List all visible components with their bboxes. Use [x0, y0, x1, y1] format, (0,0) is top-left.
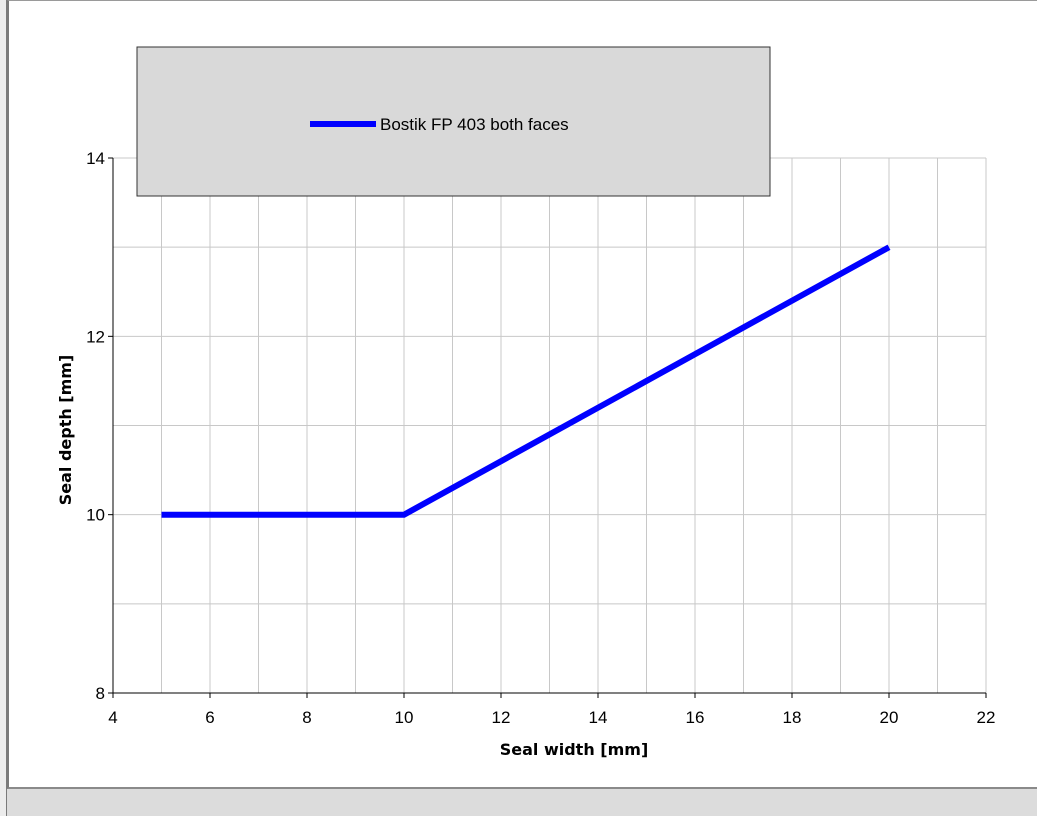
x-tick-label: 10	[395, 708, 414, 727]
x-tick-label: 8	[302, 708, 311, 727]
y-tick-label: 8	[96, 684, 105, 703]
x-tick-label: 16	[686, 708, 705, 727]
y-axis-title: Seal depth [mm]	[56, 355, 75, 506]
series-lines	[162, 247, 890, 515]
y-tick-label: 14	[86, 149, 105, 168]
x-tick-label: 14	[589, 708, 608, 727]
y-tick-label: 12	[86, 327, 105, 346]
x-tick-label: 22	[977, 708, 996, 727]
x-tick-label: 6	[205, 708, 214, 727]
grid-lines	[113, 158, 986, 693]
x-tick-label: 4	[108, 708, 117, 727]
legend-label-bostik: Bostik FP 403 both faces	[380, 115, 569, 134]
legend: Bostik FP 403 both faces	[137, 47, 770, 196]
x-tick-label: 12	[492, 708, 511, 727]
axes	[108, 158, 986, 698]
series-line-bostik	[162, 247, 890, 515]
x-tick-label: 18	[783, 708, 802, 727]
y-tick-label: 10	[86, 506, 105, 525]
x-tick-label: 20	[880, 708, 899, 727]
x-axis-title: Seal width [mm]	[500, 740, 649, 759]
